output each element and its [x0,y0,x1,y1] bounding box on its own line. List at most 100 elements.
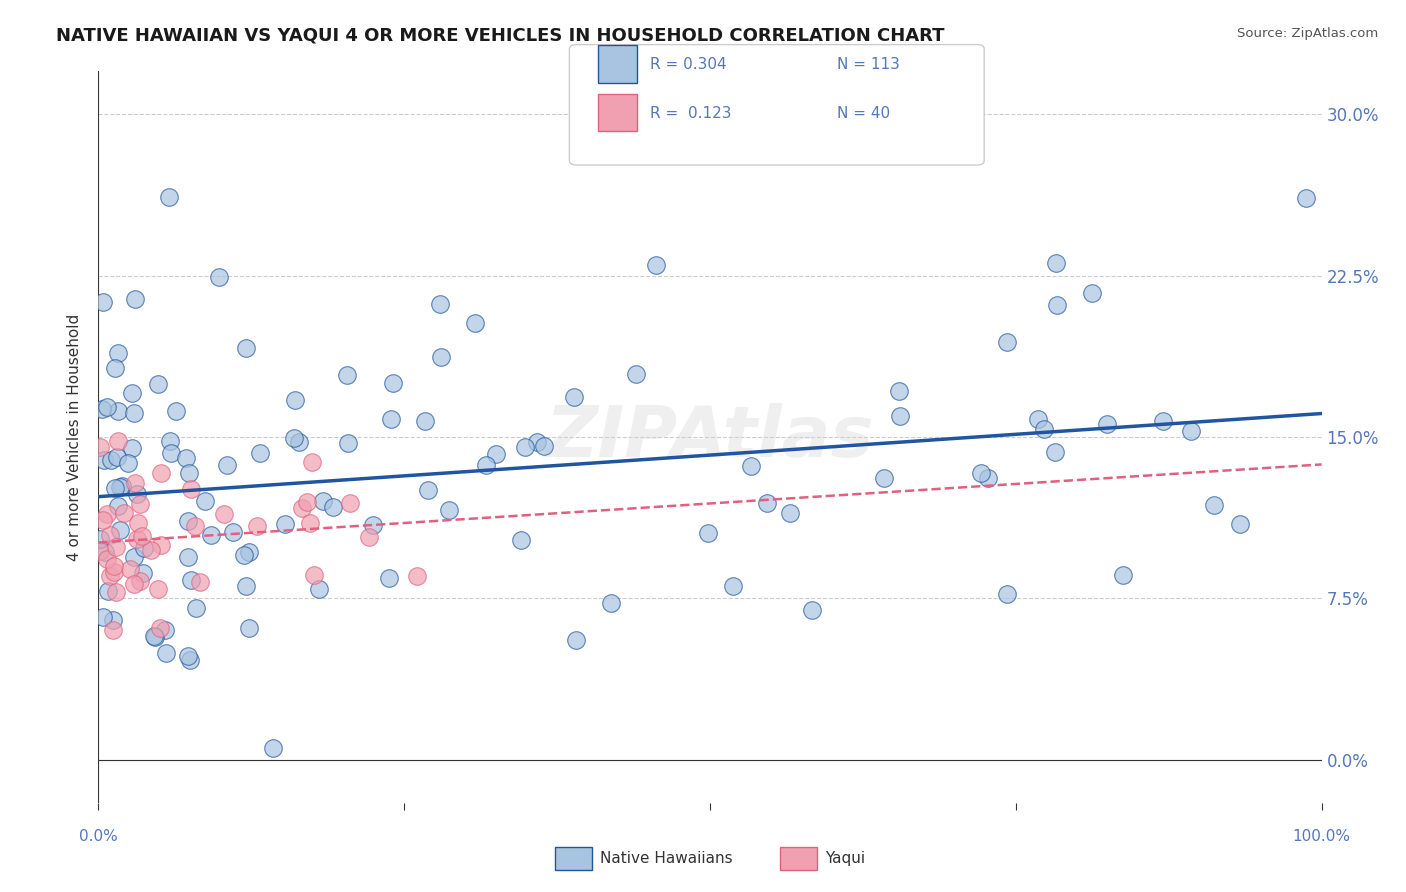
Point [723,579,745,593]
Point [90,401,112,416]
Point [177,549,200,564]
Point [131,529,153,543]
Point [1045,444,1067,458]
Text: 100.0%: 100.0% [1292,829,1351,844]
Point [336,436,359,450]
Point [101,613,124,627]
Point [274,517,297,532]
Point [336,368,359,382]
Point [142,630,165,644]
Point [430,350,453,364]
Point [887,384,910,398]
Point [93,513,115,527]
Text: N = 113: N = 113 [837,57,900,71]
Point [1111,568,1133,582]
Point [134,541,156,555]
Point [235,579,257,593]
Point [146,377,169,392]
Point [200,528,222,542]
Point [970,466,993,480]
Point [339,495,361,509]
Point [177,514,200,528]
Y-axis label: 4 or more Vehicles in Household: 4 or more Vehicles in Household [67,313,83,561]
Point [533,440,555,454]
Point [94,545,117,559]
Point [283,430,305,444]
Point [418,483,440,498]
Point [510,533,533,548]
Point [143,630,166,644]
Point [238,621,260,635]
Point [107,499,129,513]
Point [180,482,202,496]
Point [108,523,131,537]
Point [127,516,149,531]
Point [873,471,896,485]
Point [107,346,129,360]
Point [1295,191,1317,205]
Point [122,406,145,420]
Point [155,646,177,660]
Point [146,582,169,596]
Point [89,440,111,454]
Text: ZIPAtlas: ZIPAtlas [546,402,875,472]
Point [129,574,152,588]
Point [117,456,139,470]
Point [565,633,588,648]
Point [91,295,114,310]
Text: N = 40: N = 40 [837,106,890,120]
Point [155,623,177,637]
Point [112,506,135,520]
Point [995,587,1018,601]
Point [439,503,461,517]
Point [291,500,314,515]
Point [97,584,120,599]
Point [194,494,217,508]
Point [150,538,173,552]
Point [132,566,155,580]
Point [122,549,145,564]
Point [157,190,180,204]
Point [118,562,141,576]
Point [284,393,307,408]
Point [103,558,125,573]
Point [485,446,508,460]
Point [297,495,319,509]
Point [357,530,380,544]
Point [89,544,111,558]
Point [111,478,134,492]
Text: Native Hawaiians: Native Hawaiians [600,851,733,865]
Point [98,528,121,542]
Point [287,434,309,449]
Point [149,622,172,636]
Point [139,543,162,558]
Text: R =  0.123: R = 0.123 [650,106,731,120]
Point [429,297,451,311]
Point [125,487,148,501]
Point [382,376,405,391]
Point [312,493,335,508]
Point [1229,517,1251,532]
Point [96,507,118,521]
Point [740,459,762,474]
Text: 0.0%: 0.0% [79,829,118,844]
Point [107,403,129,417]
Point [188,574,211,589]
Point [1026,411,1049,425]
Point [100,452,122,467]
Point [122,577,145,591]
Point [222,524,245,539]
Point [150,466,173,480]
Point [165,403,187,417]
Point [800,603,823,617]
Point [105,585,128,599]
Point [179,653,201,667]
Point [415,414,437,428]
Point [212,507,235,521]
Point [89,532,111,546]
Point [889,409,911,423]
Point [179,466,201,480]
Text: Yaqui: Yaqui [825,851,866,865]
Text: R = 0.304: R = 0.304 [650,57,725,71]
Point [361,518,384,533]
